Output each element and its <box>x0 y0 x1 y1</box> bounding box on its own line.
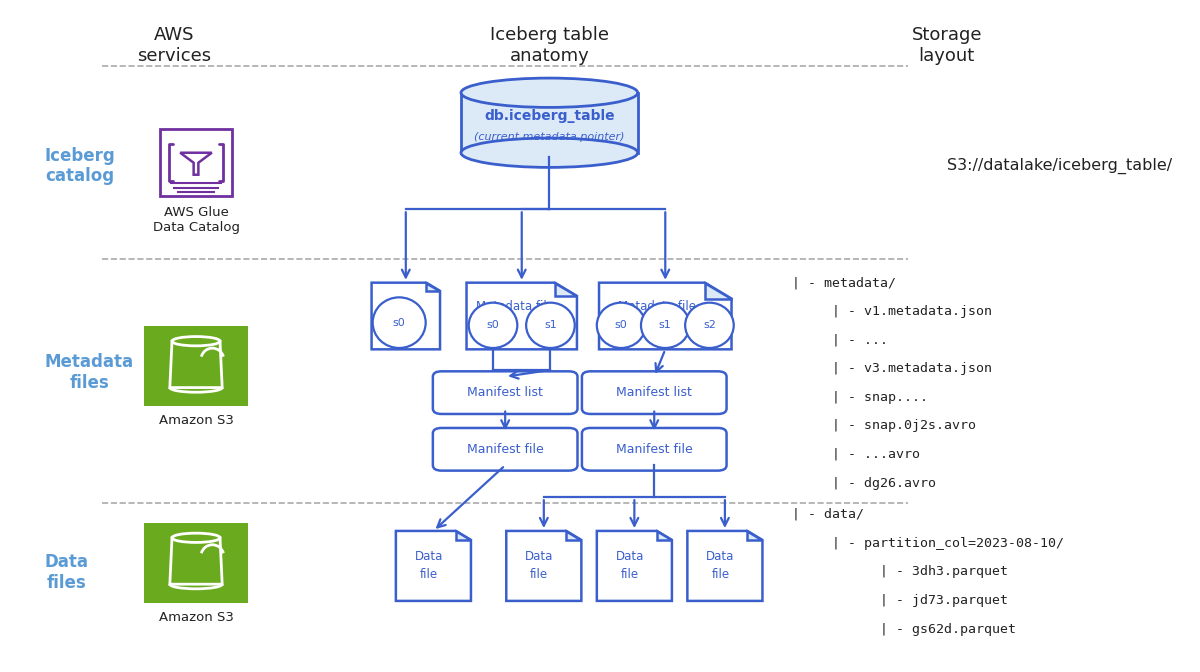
Polygon shape <box>467 283 577 349</box>
Text: db.iceberg_table: db.iceberg_table <box>484 109 614 123</box>
Polygon shape <box>372 283 440 349</box>
Text: AWS Glue
Data Catalog: AWS Glue Data Catalog <box>152 206 240 234</box>
Text: (current metadata pointer): (current metadata pointer) <box>474 132 624 142</box>
Polygon shape <box>426 283 440 291</box>
Text: s1: s1 <box>544 321 557 331</box>
Text: s0: s0 <box>487 321 499 331</box>
Text: Data: Data <box>526 550 553 562</box>
Text: | - ...avro: | - ...avro <box>792 448 920 461</box>
Polygon shape <box>748 531 762 540</box>
Text: Metadata file: Metadata file <box>618 300 696 313</box>
Text: | - 3dh3.parquet: | - 3dh3.parquet <box>792 565 1008 579</box>
Text: AWS
services: AWS services <box>137 26 211 65</box>
Text: Amazon S3: Amazon S3 <box>158 414 234 427</box>
Polygon shape <box>566 531 581 540</box>
Text: file: file <box>712 568 730 581</box>
Text: Data: Data <box>707 550 734 562</box>
FancyBboxPatch shape <box>582 372 726 414</box>
Polygon shape <box>144 523 248 603</box>
Polygon shape <box>461 93 637 153</box>
Text: | - v3.metadata.json: | - v3.metadata.json <box>792 362 992 375</box>
Polygon shape <box>456 531 470 540</box>
Polygon shape <box>506 531 581 601</box>
Text: Iceberg table
anatomy: Iceberg table anatomy <box>490 26 608 65</box>
Text: file: file <box>620 568 638 581</box>
Text: | - data/: | - data/ <box>792 508 864 521</box>
Text: Iceberg
catalog: Iceberg catalog <box>44 146 115 185</box>
Text: Amazon S3: Amazon S3 <box>158 611 234 624</box>
Text: | - v1.metadata.json: | - v1.metadata.json <box>792 304 992 318</box>
Ellipse shape <box>596 302 646 348</box>
Text: | - snap....: | - snap.... <box>792 390 929 404</box>
Text: Manifest list: Manifest list <box>617 386 692 399</box>
Polygon shape <box>599 283 732 349</box>
Text: | - metadata/: | - metadata/ <box>792 276 896 289</box>
Text: Metadata file: Metadata file <box>476 300 554 313</box>
Text: Storage
layout: Storage layout <box>912 26 982 65</box>
Polygon shape <box>160 130 232 196</box>
Polygon shape <box>706 283 732 298</box>
Text: Data: Data <box>616 550 644 562</box>
Text: Metadata
files: Metadata files <box>44 353 134 392</box>
Text: Data
files: Data files <box>44 553 89 592</box>
Ellipse shape <box>172 337 220 346</box>
Text: s0: s0 <box>614 321 628 331</box>
Text: | - partition_col=2023-08-10/: | - partition_col=2023-08-10/ <box>792 537 1064 550</box>
Text: file: file <box>420 568 438 581</box>
Text: s2: s2 <box>703 321 716 331</box>
Text: Manifest file: Manifest file <box>616 443 692 456</box>
Ellipse shape <box>373 297 426 348</box>
Text: Manifest file: Manifest file <box>467 443 544 456</box>
Ellipse shape <box>461 78 637 108</box>
Text: | - jd73.parquet: | - jd73.parquet <box>792 594 1008 607</box>
Polygon shape <box>688 531 762 601</box>
Polygon shape <box>596 531 672 601</box>
Polygon shape <box>396 531 470 601</box>
Text: | - snap.0j2s.avro: | - snap.0j2s.avro <box>792 419 977 432</box>
Ellipse shape <box>685 302 733 348</box>
Ellipse shape <box>172 533 220 542</box>
Ellipse shape <box>526 302 575 348</box>
Polygon shape <box>554 283 577 296</box>
Polygon shape <box>144 326 248 406</box>
FancyBboxPatch shape <box>433 428 577 470</box>
FancyBboxPatch shape <box>433 372 577 414</box>
FancyBboxPatch shape <box>582 428 726 470</box>
Text: | - dg26.avro: | - dg26.avro <box>792 476 936 490</box>
Text: s0: s0 <box>392 318 406 328</box>
Text: Data: Data <box>415 550 443 562</box>
Polygon shape <box>656 531 672 540</box>
Ellipse shape <box>469 302 517 348</box>
Text: s1: s1 <box>659 321 672 331</box>
Polygon shape <box>180 153 211 175</box>
Text: Manifest list: Manifest list <box>467 386 544 399</box>
Text: | - gs62d.parquet: | - gs62d.parquet <box>792 622 1016 636</box>
Ellipse shape <box>641 302 690 348</box>
Text: | - ...: | - ... <box>792 333 888 346</box>
Text: file: file <box>530 568 548 581</box>
Text: S3://datalake/iceberg_table/: S3://datalake/iceberg_table/ <box>947 158 1172 174</box>
Ellipse shape <box>461 138 637 167</box>
